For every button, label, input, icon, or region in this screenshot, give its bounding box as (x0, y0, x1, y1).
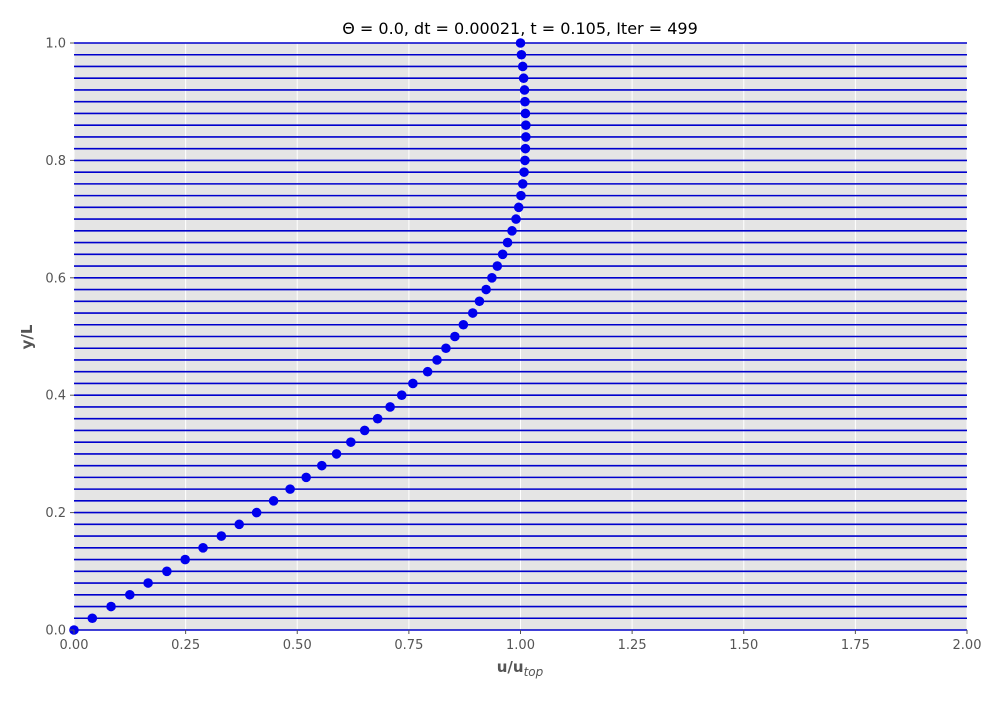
data-point (106, 601, 116, 612)
data-point (408, 378, 418, 389)
data-point (432, 355, 442, 365)
x-tick-label: 2.00 (953, 638, 982, 653)
data-point (162, 566, 172, 577)
data-point (520, 108, 531, 119)
x-tick-label: 0.00 (60, 638, 89, 653)
data-point (87, 613, 98, 624)
data-point (519, 167, 529, 177)
y-tick-label: 1.0 (45, 37, 66, 52)
x-tick-label: 0.25 (171, 638, 200, 653)
data-point (301, 472, 311, 483)
data-point (285, 484, 295, 494)
data-point (474, 296, 485, 307)
x-tick-label: 0.75 (394, 638, 423, 653)
data-point (521, 120, 531, 130)
data-point (467, 308, 478, 318)
x-tick-label: 0.50 (283, 638, 312, 653)
x-tick-label: 1.00 (506, 638, 535, 653)
y-tick-label: 0.8 (45, 154, 66, 169)
y-axis-label: y/L (18, 324, 36, 349)
chart-title: Θ = 0.0, dt = 0.00021, t = 0.105, Iter =… (342, 19, 698, 38)
data-point (487, 273, 497, 283)
data-point (251, 507, 262, 518)
data-point (458, 319, 469, 330)
data-point (216, 531, 227, 541)
data-point (143, 578, 153, 588)
data-point (516, 49, 527, 60)
x-tick-label: 1.25 (618, 638, 647, 653)
mesh-lines (74, 42, 967, 631)
data-point (441, 343, 451, 354)
data-point (234, 519, 245, 530)
data-point (422, 366, 433, 377)
data-point (180, 554, 190, 565)
data-point (198, 543, 208, 553)
x-axis-label-main: u/u (497, 658, 524, 676)
data-point (520, 96, 530, 107)
y-tick-label: 0.2 (45, 506, 66, 521)
data-point (481, 284, 491, 295)
data-point (515, 38, 526, 48)
data-point (492, 261, 503, 271)
data-point (125, 589, 135, 600)
data-point (520, 155, 530, 166)
x-axis-label-subscript: top (524, 665, 544, 679)
data-point (519, 85, 530, 95)
data-point (372, 413, 383, 424)
data-point (385, 402, 395, 412)
data-point (513, 202, 524, 213)
tick-labels: 0.00 0.25 0.50 0.75 1.00 1.25 1.50 1.75 2.00 0.0 0… (45, 37, 981, 654)
data-point (518, 73, 529, 84)
data-point (359, 425, 370, 436)
x-axis-label: u/utop (497, 658, 544, 679)
data-point (317, 460, 327, 471)
data-point (511, 214, 521, 224)
y-tick-label: 0.0 (45, 624, 66, 639)
data-point (268, 496, 279, 506)
x-tick-label: 1.75 (841, 638, 870, 653)
data-point (396, 390, 407, 401)
x-tick-label: 1.50 (729, 638, 758, 653)
data-point (520, 143, 531, 154)
data-point (507, 226, 517, 236)
data-point (450, 331, 460, 342)
data-point (516, 190, 526, 201)
y-tick-label: 0.4 (45, 389, 66, 404)
data-point (497, 249, 508, 260)
data-point (331, 449, 342, 459)
data-point (502, 237, 513, 248)
data-point (517, 61, 528, 72)
data-points (69, 38, 531, 635)
data-point (517, 179, 528, 189)
data-point (521, 132, 531, 142)
y-tick-label: 0.6 (45, 271, 66, 286)
data-point (346, 437, 356, 447)
